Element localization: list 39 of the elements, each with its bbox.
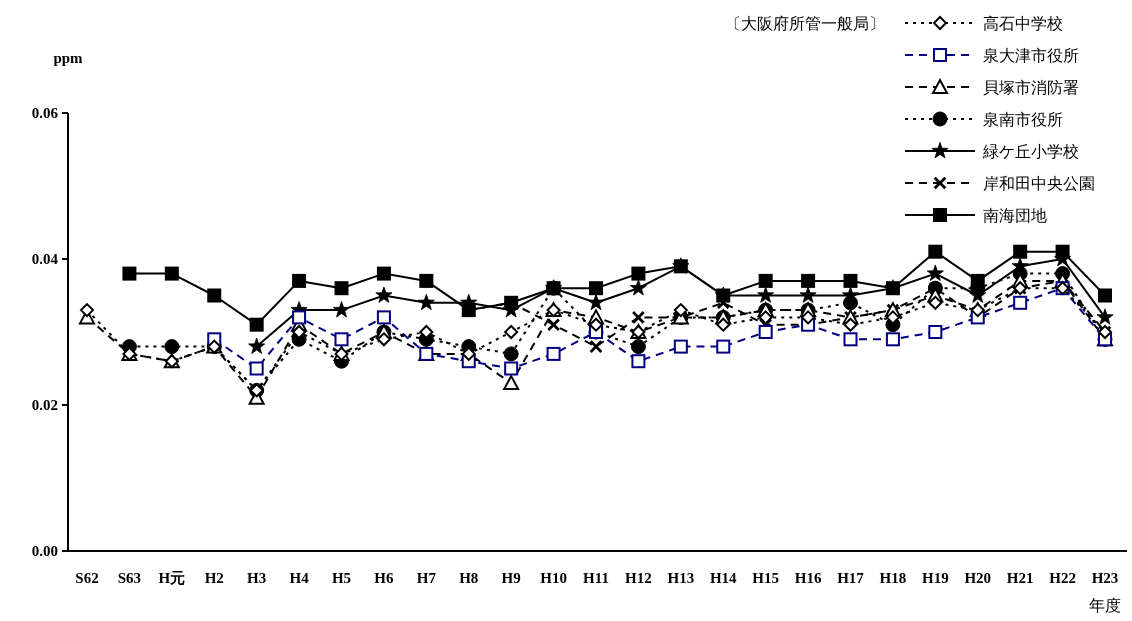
x-tick-label: H3 (247, 570, 267, 586)
x-tick-label: H14 (709, 570, 738, 586)
x-tick-label: H2 (204, 570, 224, 586)
legend-label: 泉南市役所 (983, 110, 1063, 128)
y-axis-title: ppm (53, 50, 84, 66)
x-tick-label: H23 (1091, 570, 1119, 586)
x-tick-label: H20 (964, 570, 992, 586)
x-tick-label: H5 (331, 570, 352, 586)
x-tick-label: H21 (1006, 570, 1034, 586)
x-tick-label: H6 (374, 570, 394, 586)
y-tick-label: 0.04 (31, 251, 59, 268)
x-tick-label: H12 (625, 570, 652, 586)
y-tick-label: 0.02 (31, 397, 58, 414)
legend-title: 〔大阪府所管一般局〕 (725, 15, 885, 32)
legend-label: 南海団地 (983, 206, 1047, 224)
x-tick-label: H7 (416, 570, 437, 586)
x-tick-label: H4 (289, 570, 310, 586)
x-tick-label: H11 (583, 570, 609, 586)
legend-label: 岸和田中央公園 (983, 174, 1095, 192)
legend-label: 泉大津市役所 (983, 46, 1079, 64)
legend-label: 貝塚市消防署 (983, 78, 1079, 96)
x-axis-title: 年度 (1089, 597, 1121, 614)
x-tick-label: H18 (879, 570, 907, 586)
y-tick-label: 0.06 (31, 105, 59, 122)
x-tick-label: H17 (837, 570, 865, 586)
x-tick-label: S63 (117, 570, 142, 586)
legend-label: 緑ケ丘小学校 (982, 142, 1079, 160)
x-tick-label: S62 (75, 570, 99, 586)
x-tick-label: H13 (667, 570, 695, 586)
x-tick-label: H15 (752, 570, 779, 586)
x-tick-label: H16 (794, 570, 822, 586)
y-tick-label: 0.00 (31, 543, 58, 560)
x-tick-label: H10 (540, 570, 567, 586)
x-tick-label: H元 (158, 570, 186, 586)
x-tick-label: H8 (459, 570, 479, 586)
legend-label: 高石中学校 (983, 14, 1063, 32)
x-tick-label: H19 (922, 570, 949, 586)
x-tick-label: H9 (501, 570, 521, 586)
x-tick-label: H22 (1049, 570, 1076, 586)
